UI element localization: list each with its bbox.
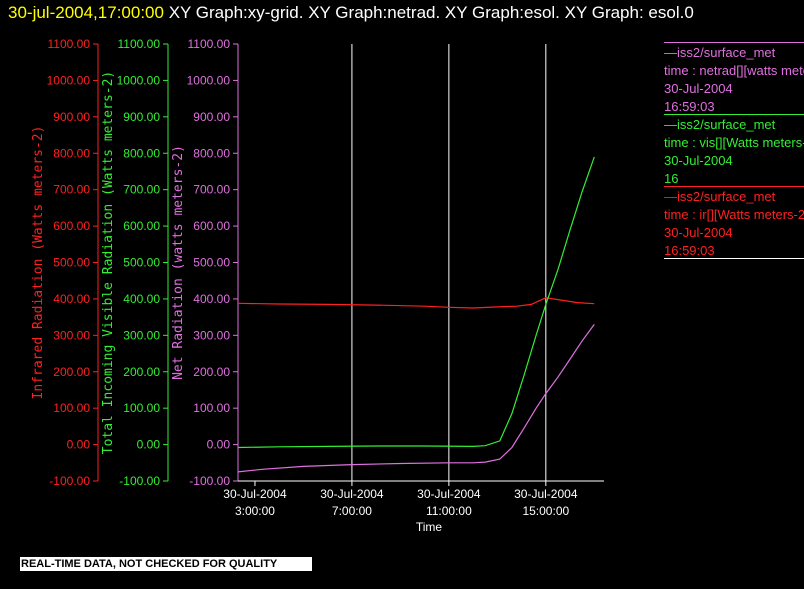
y-axis-1-tick-label-4: 300.00 [123,328,160,342]
y-axis-0-tick-label-6: 500.00 [53,256,90,270]
y-axis-0-tick-label-11: 1000.00 [47,73,91,87]
y-axis-0-tick-label-10: 900.00 [53,110,90,124]
y-axis-1-tick-label-6: 500.00 [123,256,160,270]
x-tick-time-1: 7:00:00 [332,504,372,518]
x-axis-title: Time [416,520,443,534]
y-axis-1-tick-label-0: -100.00 [119,474,160,488]
legend-vis-line3: 30-Jul-2004 [664,153,733,168]
y-axis-2-tick-label-2: 100.00 [193,401,230,415]
title-text: XY Graph:xy-grid. XY Graph:netrad. XY Gr… [163,3,694,22]
x-tick-time-2: 11:00:00 [426,504,472,518]
legend-netrad-line2: time : netrad[][watts meters-2] [664,63,804,78]
y-axis-2-tick-label-4: 300.00 [193,328,230,342]
y-axis-2-tick-label-6: 500.00 [193,256,230,270]
legend-netrad-line3: 30-Jul-2004 [664,81,733,96]
y-axis-0-tick-label-2: 100.00 [53,401,90,415]
legend-ir-line3: 30-Jul-2004 [664,225,733,240]
y-axis-0-tick-label-0: -100.00 [49,474,90,488]
y-axis-2-tick-label-3: 200.00 [193,365,230,379]
legend-vis: —iss2/surface_met time : vis[][Watts met… [664,116,804,188]
legend-netrad-line4: 16:59:03 [664,99,715,114]
legend-vis-separator [664,114,804,115]
y-axis-1-tick-label-11: 1000.00 [117,73,161,87]
legend-ir-separator [664,186,804,187]
y-axis-0-tick-label-9: 800.00 [53,146,90,160]
y-axis-2-tick-label-7: 600.00 [193,219,230,233]
y-axis-0-tick-label-7: 600.00 [53,219,90,233]
legend-vis-line2: time : vis[][Watts meters-2] [664,135,804,150]
legend-ir: —iss2/surface_met time : ir[][Watts mete… [664,188,804,260]
title-timestamp: 30-jul-2004,17:00:00 [8,3,164,22]
x-tick-date-2: 30-Jul-2004 [417,487,481,501]
y-axis-1-tick-label-12: 1100.00 [118,37,161,51]
y-axis-2-tick-label-8: 700.00 [193,183,230,197]
y-axis-2-tick-label-5: 400.00 [193,292,230,306]
x-tick-date-3: 30-Jul-2004 [514,487,578,501]
series-line-ir [237,297,595,309]
legend-bottom-separator [664,258,804,259]
y-axis-0-tick-label-3: 200.00 [53,365,90,379]
y-axis-0-tick-label-12: 1100.00 [48,37,91,51]
x-tick-time-0: 3:00:00 [235,504,275,518]
y-axis-1-tick-label-8: 700.00 [123,183,160,197]
x-tick-time-3: 15:00:00 [522,504,569,518]
y-axis-0-tick-label-5: 400.00 [53,292,90,306]
legend-netrad: —iss2/surface_met time : netrad[][watts … [664,44,804,116]
series-line-vis [237,156,595,449]
y-axis-1-tick-label-9: 800.00 [123,146,160,160]
y-axis-1-tick-label-2: 100.00 [123,401,160,415]
quality-notice: REAL-TIME DATA, NOT CHECKED FOR QUALITY [20,557,312,571]
y-axis-2-tick-label-10: 900.00 [193,110,230,124]
y-axis-2-tick-label-11: 1000.00 [187,73,231,87]
x-tick-date-1: 30-Jul-2004 [320,487,384,501]
legend-ir-line2: time : ir[][Watts meters-2] [664,207,804,222]
y-axis-2-tick-label-0: -100.00 [189,474,230,488]
y-axis-1-tick-label-10: 900.00 [123,110,160,124]
y-axis-2-title: Net Radiation (watts meters-2) [171,145,186,380]
series-line-netrad [237,324,595,473]
y-axis-1-tick-label-1: 0.00 [137,438,161,452]
legend-ir-line1: —iss2/surface_met [664,189,776,204]
y-axis-2-tick-label-1: 0.00 [207,438,231,452]
chart-title: 30-jul-2004,17:00:00 XY Graph:xy-grid. X… [8,2,768,23]
y-axis-0-tick-label-8: 700.00 [53,183,90,197]
y-axis-0-title: Infrared Radiation (Watts meters-2) [31,126,46,400]
legend-ir-line4: 16:59:03 [664,243,715,258]
legend-netrad-line1: —iss2/surface_met [664,45,776,60]
y-axis-1-title: Total Incoming Visible Radiation (Watts … [101,71,116,455]
y-axis-1-tick-label-3: 200.00 [123,365,160,379]
legend-vis-line1: —iss2/surface_met [664,117,776,132]
y-axis-2-tick-label-12: 1100.00 [188,37,231,51]
y-axis-2-tick-label-9: 800.00 [193,146,230,160]
legend-vis-line4: 16 [664,171,679,186]
legend-netrad-separator [664,42,804,43]
x-tick-date-0: 30-Jul-2004 [223,487,287,501]
y-axis-1-tick-label-7: 600.00 [123,219,160,233]
y-axis-0-tick-label-4: 300.00 [53,328,90,342]
y-axis-1-tick-label-5: 400.00 [123,292,160,306]
y-axis-0-tick-label-1: 0.00 [67,438,91,452]
